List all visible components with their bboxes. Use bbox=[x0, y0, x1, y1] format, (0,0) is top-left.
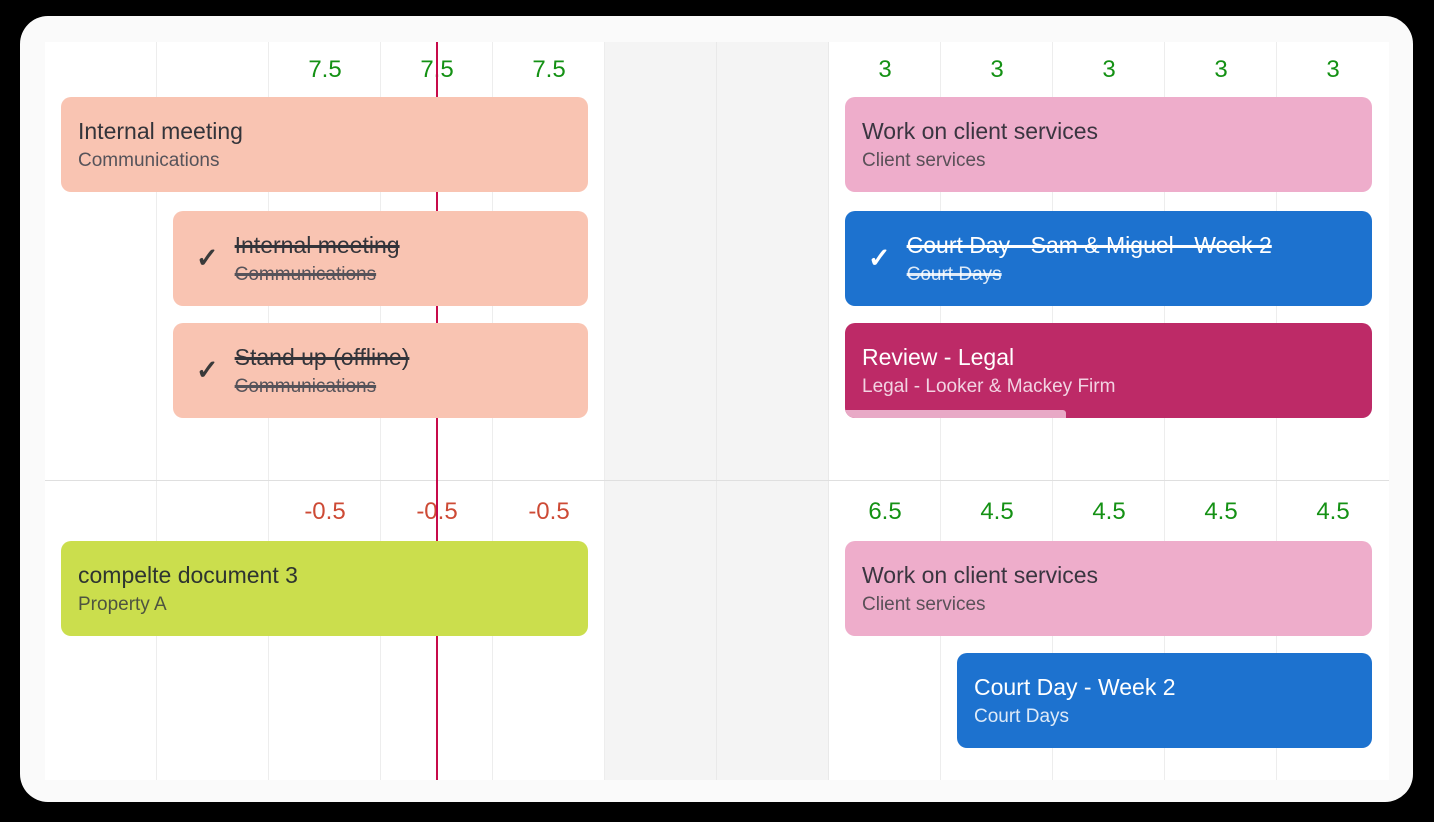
progress-bar bbox=[845, 410, 1067, 418]
task-text: Work on client services Client services bbox=[862, 560, 1098, 618]
task-subtitle: Court Days bbox=[906, 263, 1002, 285]
task-internal-meeting-done[interactable]: ✓ Internal meeting Communications bbox=[173, 211, 588, 306]
task-subtitle: Communications bbox=[78, 149, 220, 171]
daily-total: 3 bbox=[1102, 56, 1116, 83]
task-title: Review - Legal bbox=[862, 343, 1015, 370]
task-title: Court Day - Sam & Miguel - Week 2 bbox=[906, 231, 1272, 258]
task-title: Court Day - Week 2 bbox=[974, 673, 1176, 700]
daily-total: 7.5 bbox=[308, 56, 342, 83]
task-subtitle: Property A bbox=[78, 593, 167, 615]
task-review-legal[interactable]: Review - Legal Legal - Looker & Mackey F… bbox=[845, 323, 1372, 418]
task-title: Internal meeting bbox=[78, 117, 243, 144]
daily-total: 3 bbox=[1214, 56, 1228, 83]
daily-total: 3 bbox=[1326, 56, 1340, 83]
daily-total: 3 bbox=[990, 56, 1004, 83]
schedule-card: 7.5 7.5 7.5 3 3 3 3 3 -0.5 -0.5 -0.5 6.5… bbox=[20, 16, 1413, 802]
weekend-column bbox=[717, 42, 829, 780]
task-text: Review - Legal Legal - Looker & Mackey F… bbox=[862, 342, 1115, 400]
task-stand-up-offline-done[interactable]: ✓ Stand up (offline) Communications bbox=[173, 323, 588, 418]
daily-total: -0.5 bbox=[304, 498, 346, 525]
check-icon: ✓ bbox=[196, 243, 219, 273]
check-icon: ✓ bbox=[868, 243, 891, 273]
task-internal-meeting[interactable]: Internal meeting Communications bbox=[61, 97, 588, 192]
daily-total: 4.5 bbox=[1092, 498, 1126, 525]
daily-total: 4.5 bbox=[980, 498, 1014, 525]
task-title: Internal meeting bbox=[234, 231, 400, 258]
weekend-column bbox=[605, 42, 717, 780]
task-text: Internal meeting Communications bbox=[235, 230, 400, 288]
task-title: Work on client services bbox=[862, 561, 1099, 588]
task-title: compelte document 3 bbox=[78, 561, 298, 588]
week-divider bbox=[45, 480, 1389, 481]
daily-total: 4.5 bbox=[1204, 498, 1238, 525]
task-text: compelte document 3 Property A bbox=[78, 560, 298, 618]
check-icon: ✓ bbox=[196, 355, 219, 385]
task-text: Stand up (offline) Communications bbox=[235, 342, 410, 400]
daily-total: 6.5 bbox=[868, 498, 902, 525]
task-subtitle: Client services bbox=[862, 149, 986, 171]
task-work-on-client-services-week1[interactable]: Work on client services Client services bbox=[845, 97, 1372, 192]
task-subtitle: Communications bbox=[234, 375, 377, 397]
task-text: Court Day - Sam & Miguel - Week 2 Court … bbox=[907, 230, 1272, 288]
task-subtitle: Legal - Looker & Mackey Firm bbox=[862, 375, 1116, 397]
task-subtitle: Communications bbox=[234, 263, 377, 285]
daily-total: 3 bbox=[878, 56, 892, 83]
task-title: Work on client services bbox=[862, 117, 1099, 144]
task-subtitle: Client services bbox=[862, 593, 986, 615]
task-work-on-client-services-week2[interactable]: Work on client services Client services bbox=[845, 541, 1372, 636]
task-subtitle: Court Days bbox=[974, 705, 1070, 727]
daily-total: -0.5 bbox=[528, 498, 570, 525]
task-title: Stand up (offline) bbox=[234, 343, 410, 370]
daily-total: 7.5 bbox=[532, 56, 566, 83]
task-complete-document-3[interactable]: compelte document 3 Property A bbox=[61, 541, 588, 636]
task-court-day-sam-miguel-done[interactable]: ✓ Court Day - Sam & Miguel - Week 2 Cour… bbox=[845, 211, 1372, 306]
task-text: Internal meeting Communications bbox=[78, 116, 243, 174]
task-text: Court Day - Week 2 Court Days bbox=[974, 672, 1176, 730]
task-court-day-week2[interactable]: Court Day - Week 2 Court Days bbox=[957, 653, 1372, 748]
daily-total: 4.5 bbox=[1316, 498, 1350, 525]
timeline-grid: 7.5 7.5 7.5 3 3 3 3 3 -0.5 -0.5 -0.5 6.5… bbox=[45, 42, 1389, 780]
task-text: Work on client services Client services bbox=[862, 116, 1098, 174]
